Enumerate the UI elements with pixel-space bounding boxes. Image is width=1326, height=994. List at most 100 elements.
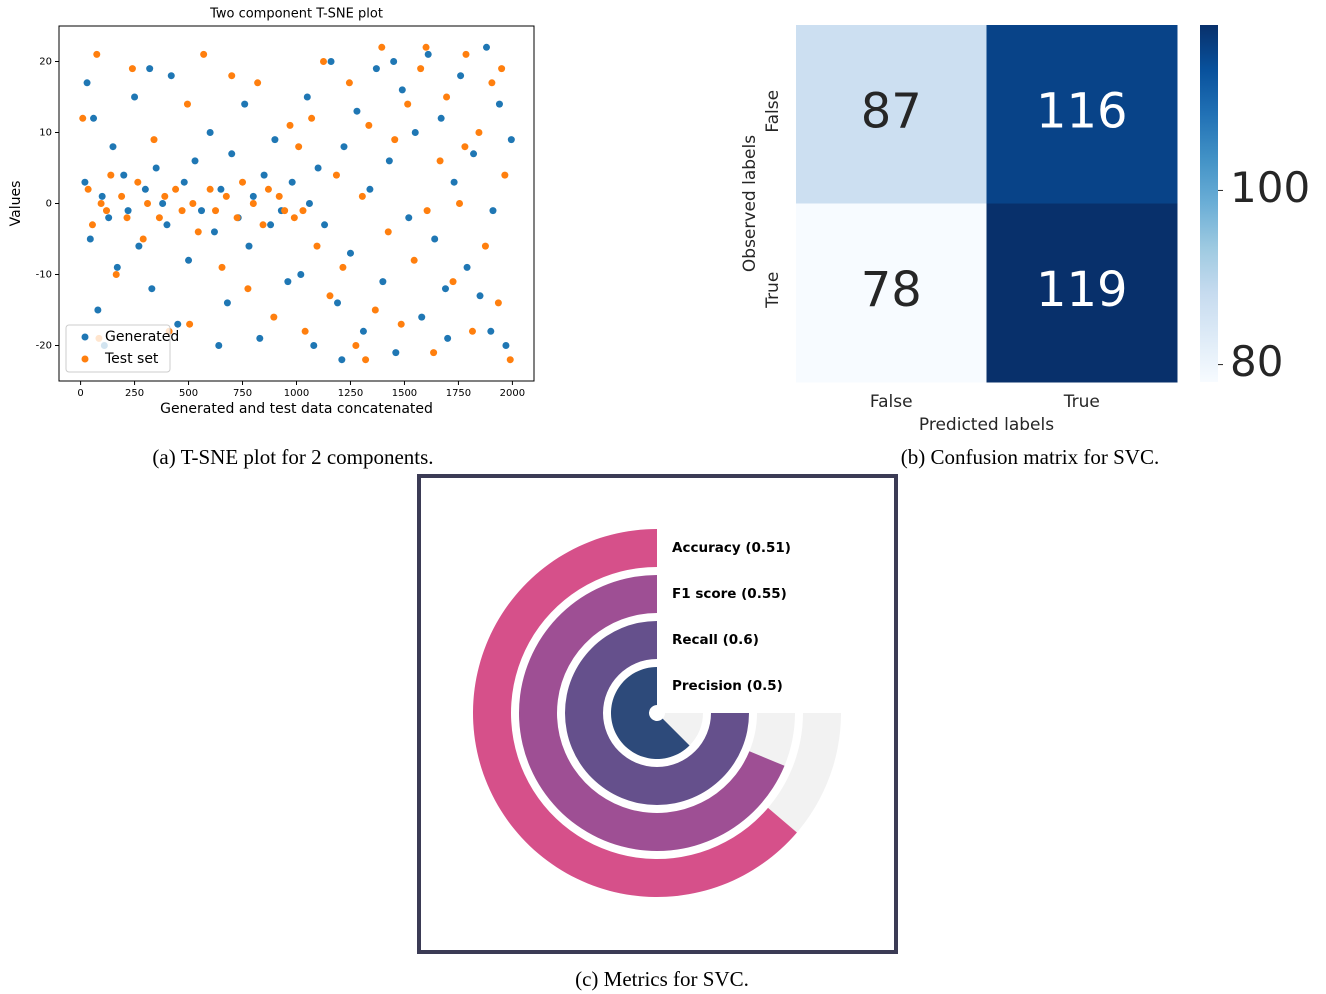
legend-marker — [81, 333, 89, 341]
radial-bar — [611, 667, 690, 759]
point — [295, 143, 303, 151]
x-tick-label: 250 — [125, 388, 144, 399]
colorbar-tick-label: 100 — [1230, 163, 1310, 212]
point — [299, 207, 307, 215]
point — [378, 43, 386, 51]
point — [507, 136, 515, 144]
point — [109, 143, 117, 151]
point — [141, 185, 149, 193]
point — [223, 299, 231, 307]
x-tick-label: 1000 — [284, 388, 309, 399]
heatmap-cell — [796, 25, 987, 204]
point — [124, 207, 132, 215]
x-tick-label: 1250 — [338, 388, 363, 399]
x-tick-label: 1500 — [392, 388, 417, 399]
point — [437, 114, 445, 122]
point — [107, 171, 115, 179]
point — [163, 221, 171, 229]
point — [305, 200, 313, 207]
point — [470, 150, 478, 158]
point — [178, 207, 186, 215]
point — [83, 79, 91, 87]
point — [468, 327, 476, 335]
y-tick-label: -10 — [36, 270, 52, 281]
point — [362, 356, 370, 364]
point — [443, 93, 451, 101]
point — [390, 58, 398, 65]
point — [308, 114, 316, 122]
point — [161, 192, 169, 200]
legend-label: Generated — [105, 329, 179, 345]
point — [131, 93, 139, 101]
point — [501, 171, 509, 179]
radial-bar — [473, 529, 797, 897]
point — [186, 320, 194, 328]
point — [338, 356, 346, 364]
point — [249, 200, 257, 207]
point — [313, 242, 321, 250]
point — [483, 43, 490, 51]
point — [217, 185, 225, 193]
point — [290, 214, 298, 222]
point — [405, 214, 413, 222]
point — [113, 263, 121, 271]
y-tick-label: False — [763, 90, 783, 133]
point — [135, 242, 143, 250]
point — [476, 292, 484, 300]
point — [462, 50, 470, 58]
point — [506, 356, 514, 364]
cell-label: 78 — [861, 262, 922, 318]
point — [288, 178, 296, 186]
point — [105, 214, 113, 222]
point — [267, 221, 275, 229]
x-axis-label: Predicted labels — [919, 415, 1054, 435]
point — [371, 306, 379, 314]
x-tick-label: 500 — [179, 388, 198, 399]
point — [281, 207, 289, 215]
point — [310, 342, 318, 349]
point — [144, 200, 152, 207]
colorbar — [1200, 25, 1218, 382]
point — [417, 65, 425, 73]
heatmap-cell — [986, 25, 1178, 204]
point — [301, 327, 309, 335]
point — [103, 207, 110, 215]
point — [228, 72, 236, 80]
x-tick-label: 1750 — [446, 388, 471, 399]
radial-bar — [565, 621, 749, 805]
y-tick-label: 0 — [46, 199, 52, 210]
point — [86, 235, 94, 243]
point — [98, 192, 106, 200]
point — [134, 178, 142, 186]
point — [346, 249, 354, 257]
point — [481, 242, 489, 250]
point — [456, 200, 464, 207]
y-tick-label: True — [763, 272, 783, 309]
y-axis-label: Observed labels — [740, 135, 760, 272]
bar-label: Recall (0.6) — [672, 632, 759, 648]
point — [191, 157, 199, 165]
point — [430, 349, 438, 357]
point — [321, 221, 329, 229]
caption: (b) Confusion matrix for SVC. — [901, 445, 1159, 469]
point — [297, 271, 305, 278]
point — [159, 200, 167, 207]
plot-frame — [58, 25, 535, 382]
point — [245, 242, 253, 250]
point — [423, 207, 431, 215]
point — [431, 235, 439, 243]
point — [260, 171, 268, 179]
point — [146, 65, 154, 73]
heatmap-cell — [796, 203, 987, 383]
x-tick-label: 2000 — [500, 388, 525, 399]
bar-label: Accuracy (0.51) — [672, 540, 791, 556]
point — [489, 207, 497, 215]
point — [365, 121, 373, 129]
point — [120, 171, 128, 179]
frame — [417, 474, 898, 954]
point — [461, 143, 469, 151]
point — [198, 207, 205, 215]
point — [314, 164, 322, 172]
point — [340, 143, 348, 151]
